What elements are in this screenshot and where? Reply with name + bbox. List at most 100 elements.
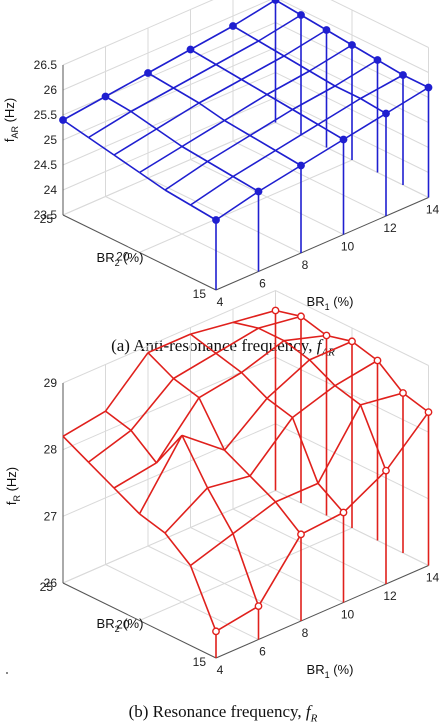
mesh-line (164, 532, 192, 566)
data-point (59, 116, 67, 124)
mesh-line (232, 25, 259, 42)
mesh-line (317, 97, 361, 126)
mesh-line (402, 392, 429, 413)
caption-a-text: (a) Anti-resonance frequency, (111, 336, 313, 355)
gridline-z (62, 96, 429, 191)
mesh-line (249, 108, 293, 137)
mesh-line (224, 93, 268, 122)
x-tick-label: 6 (259, 277, 266, 291)
mesh-line (190, 175, 234, 206)
x-tick-label: 4 (217, 663, 224, 677)
mesh-line (334, 85, 361, 100)
mesh-line (215, 352, 242, 374)
gridline-y-floor (62, 122, 276, 216)
mesh-line (300, 511, 344, 536)
x-axis-line (215, 565, 429, 659)
mesh-line (206, 487, 234, 535)
y-tick-label: 20 (116, 250, 130, 264)
mesh-line (274, 501, 302, 535)
mesh-line (232, 149, 276, 178)
mesh-line (207, 134, 251, 163)
gridline-z (62, 0, 429, 66)
mesh-line (360, 97, 387, 115)
mesh-line (385, 411, 430, 472)
chart-b-canvas: 26 27 28 29 4 6 8 10 12 14 15 20 25 fR (Hz) BR1 (%) BR2… (4, 289, 439, 680)
mesh-line (266, 70, 310, 96)
mesh-line (105, 410, 132, 431)
mesh-line (317, 404, 362, 484)
mesh-line (223, 449, 251, 477)
x-axis-label: BR1 (%) (307, 294, 354, 312)
data-point (348, 337, 356, 346)
y-tick-label: 15 (193, 655, 207, 669)
caption-b-symbol-sub: R (310, 712, 318, 725)
mesh-line (105, 72, 149, 98)
mesh-line (275, 149, 302, 167)
mesh-line (241, 78, 268, 96)
x-axis-label: BR1 (%) (307, 662, 354, 680)
mesh-line (181, 434, 225, 451)
mesh-line (232, 321, 259, 329)
z-tick-label: 23.5 (34, 208, 58, 222)
mesh-line (360, 392, 404, 406)
mesh-line (292, 85, 336, 111)
mesh-line (87, 461, 115, 489)
mesh-line (147, 48, 191, 74)
mesh-line (215, 605, 259, 633)
data-point (399, 389, 407, 397)
data-point (254, 602, 263, 611)
mesh-line (147, 333, 191, 354)
mesh-line (88, 136, 115, 156)
mesh-line (104, 352, 149, 412)
x-tick-label: 4 (217, 295, 224, 309)
z-tick-label: 25 (44, 133, 58, 147)
mesh-line (232, 533, 260, 607)
z-tick-label: 24 (44, 183, 58, 197)
mesh-line (266, 397, 293, 419)
data-point (101, 92, 110, 101)
y-tick-label: 25 (40, 212, 54, 226)
mesh-line (377, 59, 404, 76)
z-tick-label: 29 (44, 376, 58, 390)
data-point (382, 466, 390, 475)
mesh-line (292, 385, 336, 419)
mesh-line (190, 321, 234, 335)
data-point (271, 306, 280, 315)
caption-b-symbol: fR (305, 702, 318, 725)
caption-b-symbol-main: f (305, 702, 311, 721)
data-point (373, 56, 382, 64)
x-tick-label: 6 (259, 645, 266, 659)
z-tick-label: 24.5 (34, 158, 58, 172)
y-axis-line (62, 582, 217, 659)
chart-a-canvas: 23.5 24 24.5 25 25.5 26 26.5 4 6 8 10 12 14 15 20 25 fAR… (2, 0, 439, 312)
data-point (186, 45, 195, 54)
mesh-line (258, 14, 302, 42)
mesh-line (283, 55, 310, 72)
y-axis-label: BR2 (%) (97, 250, 144, 268)
x-tick-label: 10 (341, 608, 355, 622)
mesh-line (232, 0, 276, 27)
z-tick-label: 28 (44, 443, 58, 457)
mesh-line (300, 138, 344, 167)
mesh-line (139, 171, 166, 191)
data-point (382, 109, 390, 118)
mesh-line (275, 0, 302, 16)
mesh-line (198, 371, 242, 399)
mesh-line (173, 377, 200, 399)
mesh-line (130, 429, 158, 464)
caption-a-symbol-main: f (316, 336, 322, 355)
z-tick-label: 26.5 (34, 58, 58, 72)
mesh-line (275, 309, 302, 318)
mesh-line (88, 429, 132, 463)
gridline-y-floor (139, 527, 353, 621)
mesh-line (326, 29, 353, 46)
mesh-line (241, 340, 285, 374)
mesh-line (258, 327, 285, 342)
mesh-line (342, 470, 387, 514)
mesh-line (402, 74, 429, 89)
gridline-z (62, 46, 429, 141)
caption-b: (b) Resonance frequency, fR (0, 702, 446, 724)
mesh-line (334, 359, 378, 387)
data-point (229, 22, 237, 30)
x-tick-label: 12 (383, 221, 397, 235)
